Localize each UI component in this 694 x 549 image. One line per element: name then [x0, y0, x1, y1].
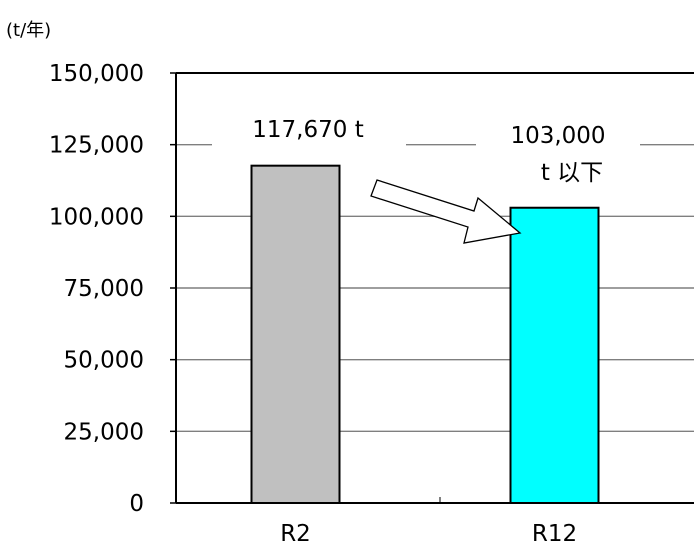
decrease-arrow: [370, 179, 522, 244]
x-tick-label: R12: [532, 521, 577, 547]
data-label-r12-unit: t 以下: [541, 160, 603, 186]
y-unit-label: (t/年): [6, 20, 51, 41]
axes: [175, 72, 694, 504]
data-label-r2: 117,670 t: [252, 117, 363, 143]
y-tick-label: 150,000: [49, 61, 144, 87]
y-tick-label: 75,000: [64, 276, 144, 302]
y-tick-label: 50,000: [64, 348, 144, 374]
x-axis-labels: R2 R12: [280, 521, 577, 547]
bars: [250, 164, 600, 505]
y-tick-label: 100,000: [49, 204, 144, 230]
y-tick-label: 25,000: [64, 419, 144, 445]
bar-r12: [509, 206, 600, 504]
y-tick-label: 125,000: [49, 133, 144, 159]
x-tick-label: R2: [280, 521, 311, 547]
y-tick-label: 0: [129, 491, 144, 517]
bar-r2: [250, 164, 341, 505]
data-label-r12-value: 103,000: [510, 123, 605, 149]
y-axis-ticks: 0 25,000 50,000 75,000 100,000 125,000 150,000: [49, 61, 176, 517]
